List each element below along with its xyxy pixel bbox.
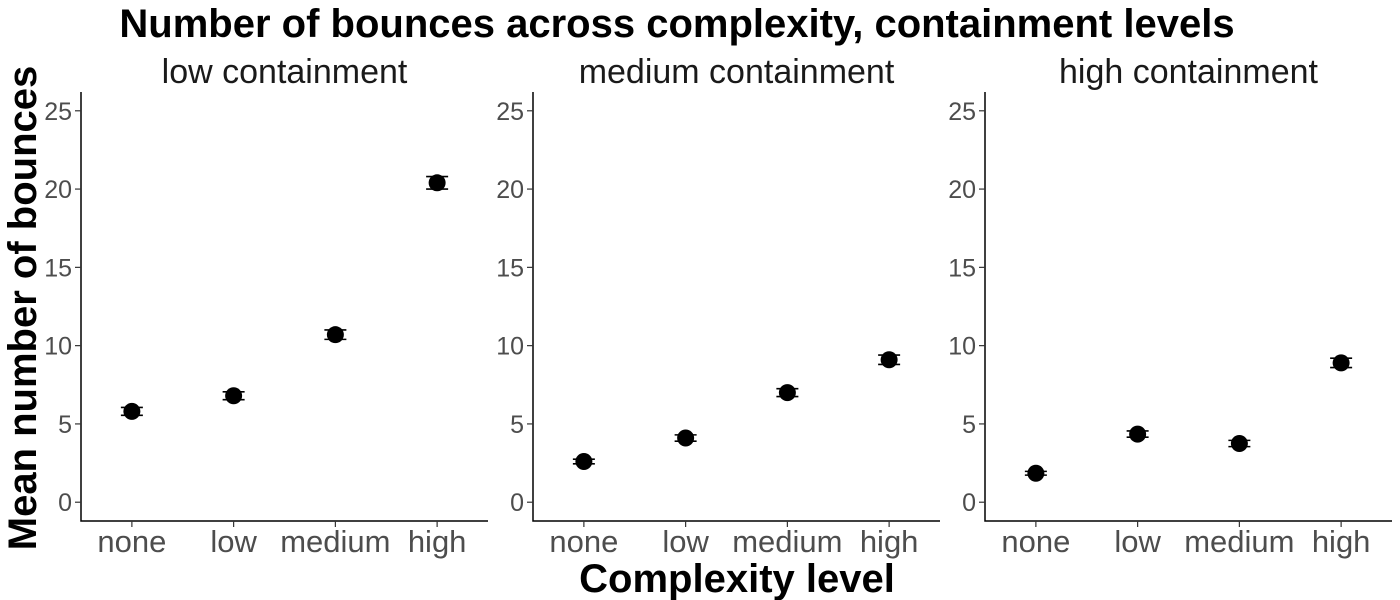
x-tick-label: high <box>408 524 467 559</box>
y-tick-label: 20 <box>496 176 524 204</box>
data-point <box>1230 434 1248 452</box>
y-tick-label: 20 <box>948 176 976 204</box>
data-point <box>1027 464 1045 482</box>
data-point <box>880 351 898 369</box>
data-point <box>677 429 695 447</box>
x-tick-label: none <box>549 524 618 559</box>
data-point <box>123 402 141 420</box>
y-tick-label: 5 <box>510 411 524 439</box>
data-point <box>778 384 796 402</box>
x-tick-label: medium <box>280 524 390 559</box>
x-axis-title: Complexity level <box>579 557 895 600</box>
x-tick-label: high <box>1312 524 1371 559</box>
panel-strip-label: low containment <box>162 53 408 91</box>
y-tick-label: 10 <box>948 333 976 361</box>
x-tick-label: medium <box>732 524 842 559</box>
chart-title: Number of bounces across complexity, con… <box>119 2 1234 46</box>
y-tick-label: 15 <box>948 254 976 282</box>
y-tick-label: 15 <box>44 254 72 282</box>
data-point <box>1129 425 1147 443</box>
panel-2: high containment 0 5 10 15 20 25 none low medium h… <box>948 53 1392 559</box>
x-tick-label: high <box>860 524 919 559</box>
y-tick-label: 10 <box>44 333 72 361</box>
data-point <box>575 453 593 471</box>
y-tick-label: 20 <box>44 176 72 204</box>
x-tick-label: medium <box>1184 524 1294 559</box>
x-tick-label: none <box>97 524 166 559</box>
x-tick-label: low <box>1114 524 1161 559</box>
panel-strip-label: medium containment <box>579 53 895 91</box>
data-point <box>225 387 243 405</box>
y-tick-label: 10 <box>496 333 524 361</box>
panel-strip-label: high containment <box>1059 53 1319 91</box>
panel-axes <box>80 92 488 522</box>
y-tick-label: 0 <box>962 489 976 517</box>
y-axis-title: Mean number of bounces <box>1 66 45 551</box>
x-tick-label: none <box>1001 524 1070 559</box>
y-tick-label: 0 <box>58 489 72 517</box>
panel-axes <box>532 92 940 522</box>
panel-0: low containment 0 5 10 15 20 25 none low medium hi… <box>44 53 488 559</box>
y-tick-label: 25 <box>496 98 524 126</box>
y-tick-label: 25 <box>44 98 72 126</box>
y-tick-label: 0 <box>510 489 524 517</box>
panel-1: medium containment 0 5 10 15 20 25 none low mediu… <box>496 53 940 559</box>
x-tick-label: low <box>210 524 257 559</box>
y-tick-label: 5 <box>962 411 976 439</box>
y-tick-label: 15 <box>496 254 524 282</box>
y-tick-label: 25 <box>948 98 976 126</box>
data-point <box>428 174 446 192</box>
data-point <box>326 326 344 344</box>
x-tick-label: low <box>662 524 709 559</box>
data-point <box>1332 354 1350 372</box>
y-tick-label: 5 <box>58 411 72 439</box>
panel-axes <box>984 92 1392 522</box>
